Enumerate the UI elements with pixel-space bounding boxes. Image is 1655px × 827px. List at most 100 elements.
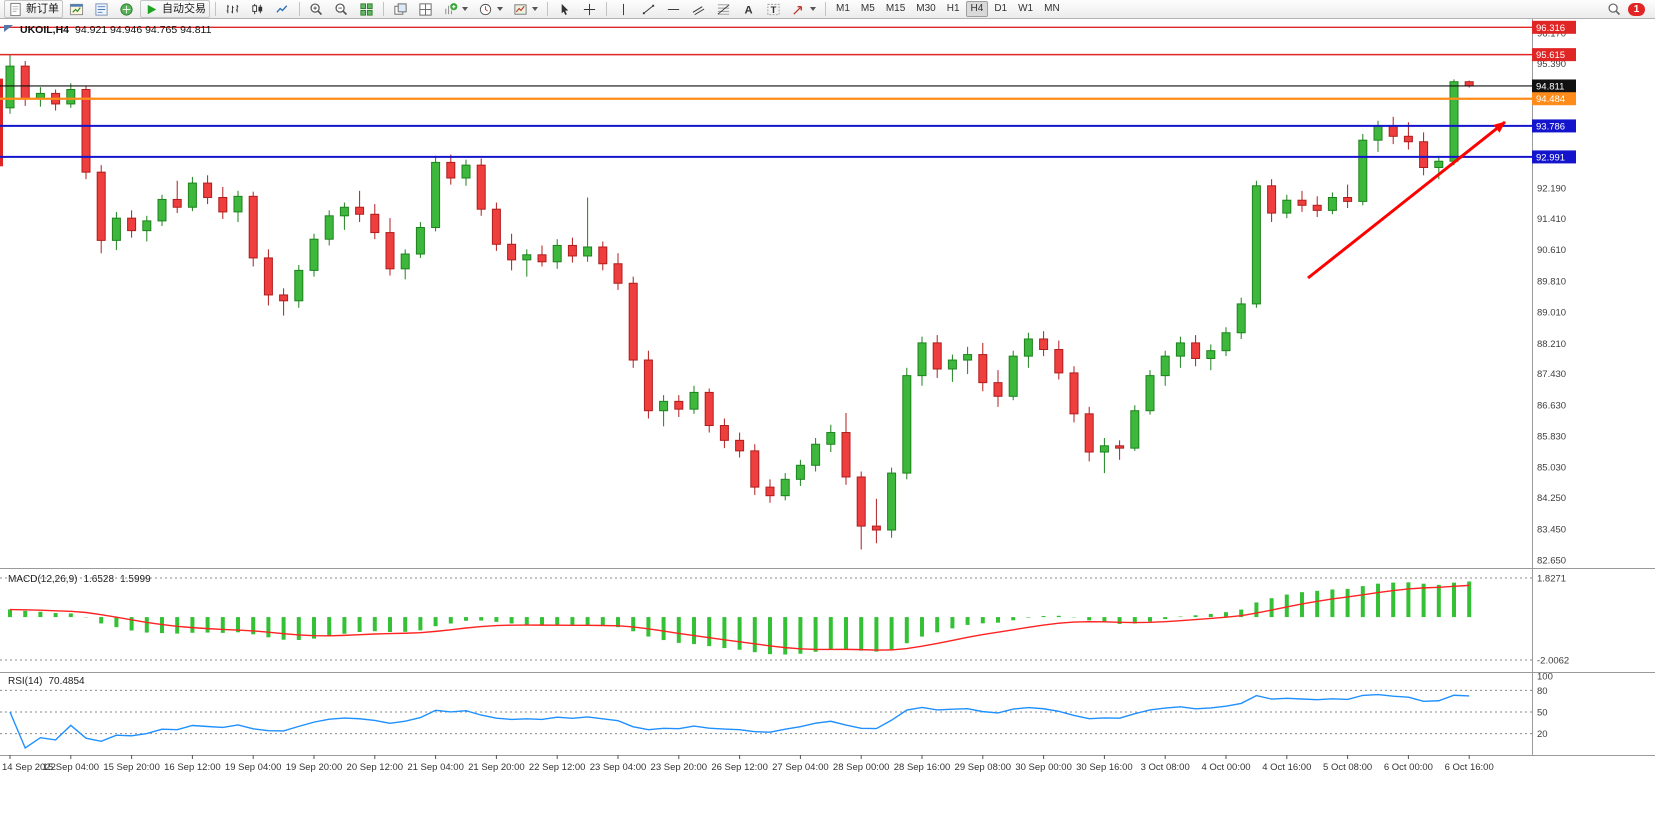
chart-canvas[interactable]: 96.170 95.390 92.190 91.410 90.610 89.810 89.0… (0, 19, 1655, 822)
timeframe-button-m1[interactable]: M1 (836, 3, 850, 14)
trendline-tool-button[interactable] (637, 0, 660, 18)
templates-button[interactable] (509, 0, 542, 18)
arrows-tool-button[interactable] (787, 0, 820, 18)
zoom-out-button[interactable] (330, 0, 353, 18)
svg-text:3 Oct 08:00: 3 Oct 08:00 (1141, 762, 1190, 773)
autotrading-label: 自动交易 (162, 3, 206, 15)
cursor-icon (557, 2, 572, 17)
navigator-button[interactable] (115, 0, 138, 18)
market-watch-button[interactable] (90, 0, 113, 18)
trendline-icon (641, 2, 656, 17)
autotrading-button[interactable]: 自动交易 (140, 0, 210, 18)
new-order-icon (8, 2, 23, 17)
pane-separators[interactable] (0, 19, 1655, 756)
svg-text:6 Oct 16:00: 6 Oct 16:00 (1445, 762, 1494, 773)
svg-text:96.316: 96.316 (1536, 23, 1565, 34)
market-watch-icon (94, 2, 109, 17)
hline-94.484[interactable]: 94.484 (0, 92, 1576, 106)
text-icon: A (741, 2, 756, 17)
svg-text:4 Oct 00:00: 4 Oct 00:00 (1201, 762, 1250, 773)
crosshair-icon (582, 2, 597, 17)
candles-layer (5, 54, 1474, 550)
svg-text:90.610: 90.610 (1537, 245, 1566, 256)
svg-text:19 Sep 04:00: 19 Sep 04:00 (225, 762, 282, 773)
notification-badge[interactable]: 1 (1628, 2, 1645, 16)
vertical-line-tool-button[interactable] (612, 0, 635, 18)
toolbar-separator (299, 2, 300, 16)
tile-grid-button[interactable] (355, 0, 378, 18)
svg-text:85.830: 85.830 (1537, 432, 1566, 443)
text-tool-button[interactable]: A (737, 0, 760, 18)
chevron-down-icon (462, 7, 468, 11)
svg-text:80: 80 (1537, 686, 1548, 697)
tile-windows-button[interactable] (414, 0, 437, 18)
periods-clock-icon (478, 2, 493, 17)
svg-text:95.390: 95.390 (1537, 59, 1566, 70)
hline-96.316[interactable]: 96.316 (0, 20, 1576, 34)
crosshair-button[interactable] (578, 0, 601, 18)
svg-text:6 Oct 00:00: 6 Oct 00:00 (1384, 762, 1433, 773)
cascade-windows-button[interactable] (389, 0, 412, 18)
svg-text:21 Sep 20:00: 21 Sep 20:00 (468, 762, 525, 773)
ohlc-bars-icon (225, 2, 240, 17)
toolbar-separator (547, 2, 548, 16)
candlestick-type-button[interactable] (246, 0, 269, 18)
timeframe-button-h1[interactable]: H1 (946, 3, 960, 14)
indicators-button[interactable] (439, 0, 472, 18)
svg-text:89.810: 89.810 (1537, 276, 1566, 287)
fibonacci-icon (716, 2, 731, 17)
new-order-button[interactable]: 新订单 (4, 0, 63, 18)
svg-text:21 Sep 04:00: 21 Sep 04:00 (407, 762, 464, 773)
timeframe-button-m5[interactable]: M5 (860, 3, 875, 14)
svg-text:94.484: 94.484 (1536, 94, 1565, 105)
cursor-button[interactable] (553, 0, 576, 18)
svg-text:23 Sep 20:00: 23 Sep 20:00 (651, 762, 708, 773)
bar-chart-type-button[interactable] (221, 0, 244, 18)
timeframe-button-m15[interactable]: M15 (885, 3, 906, 14)
search-icon[interactable] (1607, 2, 1622, 17)
timeframe-button-m30[interactable]: M30 (916, 3, 936, 14)
svg-text:30 Sep 00:00: 30 Sep 00:00 (1015, 762, 1072, 773)
toolbar-separator (215, 2, 216, 16)
timeframe-button-mn[interactable]: MN (1044, 3, 1060, 14)
svg-text:15 Sep 20:00: 15 Sep 20:00 (103, 762, 160, 773)
hline-93.786[interactable]: 93.786 (0, 119, 1576, 133)
timeframe-button-w1[interactable]: W1 (1018, 3, 1034, 14)
trend-arrow[interactable] (1307, 120, 1506, 280)
hline-94.811[interactable]: 94.811 (0, 79, 1576, 92)
svg-text:96.170: 96.170 (1537, 29, 1566, 40)
svg-text:28 Sep 00:00: 28 Sep 00:00 (833, 762, 890, 773)
template-chart-icon (513, 2, 528, 17)
chevron-down-icon (810, 7, 816, 11)
svg-text:50: 50 (1537, 708, 1548, 719)
main-toolbar: 新订单 自动交易 (0, 0, 1655, 19)
text-label-icon: T (766, 2, 781, 17)
svg-text:27 Sep 04:00: 27 Sep 04:00 (772, 762, 829, 773)
svg-text:20: 20 (1537, 729, 1548, 740)
timeframe-button-h4[interactable]: H4 (965, 1, 989, 17)
fibonacci-tool-button[interactable] (712, 0, 735, 18)
svg-text:16 Sep 12:00: 16 Sep 12:00 (164, 762, 221, 773)
new-chart-button[interactable] (65, 0, 88, 18)
hline-92.991[interactable]: 92.991 (0, 150, 1576, 164)
svg-text:86.630: 86.630 (1537, 400, 1566, 411)
svg-text:30 Sep 16:00: 30 Sep 16:00 (1076, 762, 1133, 773)
horizontal-line-tool-button[interactable] (662, 0, 685, 18)
periods-button[interactable] (474, 0, 507, 18)
zoom-in-button[interactable] (305, 0, 328, 18)
channel-tool-button[interactable] (687, 0, 710, 18)
timeframe-button-d1[interactable]: D1 (994, 3, 1008, 14)
hline-95.615[interactable]: 95.615 (0, 48, 1576, 62)
chevron-down-icon (532, 7, 538, 11)
line-chart-type-button[interactable] (271, 0, 294, 18)
svg-text:95.615: 95.615 (1536, 50, 1565, 61)
add-indicator-icon (443, 2, 458, 17)
text-label-tool-button[interactable]: T (762, 0, 785, 18)
svg-text:14 Sep 2022: 14 Sep 2022 (2, 762, 56, 773)
tile-windows-icon (418, 2, 433, 17)
quick-trade-toggle[interactable] (4, 25, 13, 32)
chart-window: 96.170 95.390 92.190 91.410 90.610 89.810 89.0… (0, 19, 1655, 822)
svg-text:84.250: 84.250 (1537, 493, 1566, 504)
